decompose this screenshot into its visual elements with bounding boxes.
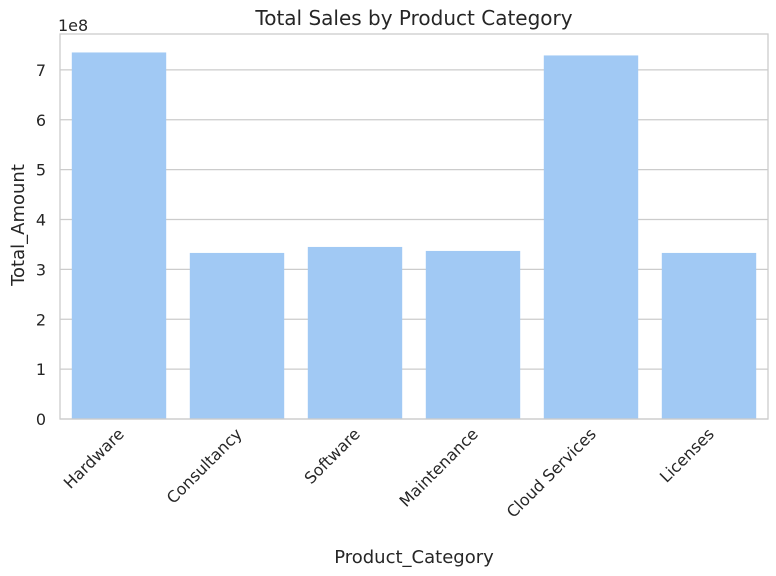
y-tick-label: 0 (36, 410, 46, 429)
x-tick-label: Licenses (656, 424, 718, 486)
bar (307, 246, 403, 419)
bar (425, 250, 521, 419)
y-offset-label: 1e8 (58, 16, 88, 35)
y-tick-label: 5 (36, 161, 46, 180)
x-tick-label: Hardware (60, 424, 128, 492)
x-tick-label: Consultancy (163, 424, 246, 507)
bar (189, 252, 285, 419)
y-axis-label: Total_Amount (8, 164, 29, 287)
chart-title: Total Sales by Product Category (254, 6, 572, 30)
plot-frame (59, 33, 769, 420)
x-tick-labels: Hardware Consultancy Software Maintenance Cl… (60, 424, 718, 521)
bar (543, 55, 639, 419)
y-tick-labels: 0 1 2 3 4 5 6 7 (36, 61, 46, 429)
y-tick-label: 4 (36, 211, 46, 230)
y-tick-label: 7 (36, 61, 46, 80)
y-tick-label: 1 (36, 360, 46, 379)
x-tick-label: Maintenance (396, 424, 482, 510)
x-axis-label: Product_Category (334, 547, 494, 568)
x-tick-label: Cloud Services (503, 424, 600, 521)
x-tick-label: Software (301, 424, 364, 487)
grid-lines (60, 69, 768, 420)
bars (71, 52, 757, 419)
y-tick-label: 2 (36, 310, 46, 329)
y-tick-label: 6 (36, 111, 46, 130)
y-tick-label: 3 (36, 260, 46, 279)
bar (71, 52, 167, 419)
bar (661, 252, 757, 419)
